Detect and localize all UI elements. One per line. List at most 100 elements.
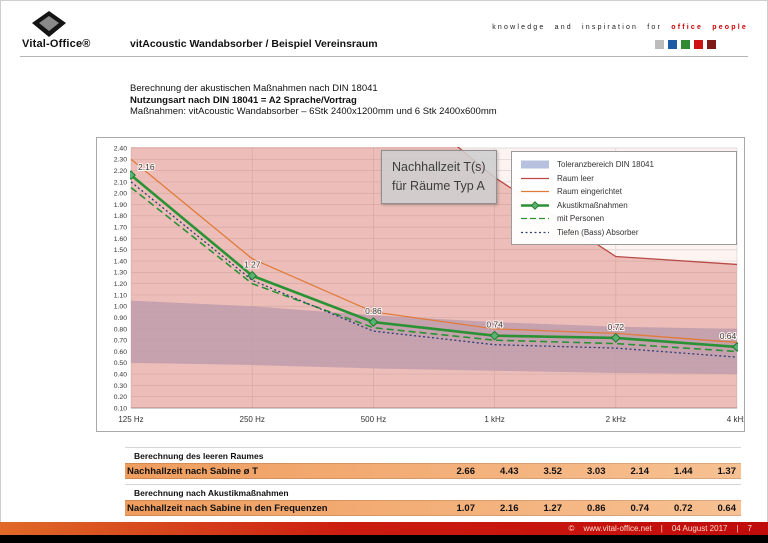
value-cell: 4.43 — [500, 465, 519, 477]
svg-text:0.64: 0.64 — [720, 331, 737, 341]
svg-text:2.10: 2.10 — [114, 179, 127, 186]
value-cell: 1.07 — [456, 502, 476, 514]
results-tables: Berechnung des leeren Raumes Nachhallzei… — [125, 447, 741, 516]
brand-square — [655, 40, 664, 49]
intro-line-1: Berechnung der akustischen Maßnahmen nac… — [130, 83, 378, 94]
svg-text:1.60: 1.60 — [114, 236, 127, 243]
value-cell: 0.72 — [674, 502, 693, 514]
footer-black-bar — [0, 535, 768, 543]
svg-text:1.50: 1.50 — [114, 247, 127, 254]
intro-text: Berechnung der akustischen Maßnahmen nac… — [130, 83, 497, 118]
page-title: vitAcoustic Wandabsorber / Beispiel Vere… — [130, 38, 378, 50]
svg-text:0.74: 0.74 — [486, 320, 503, 330]
tagline-accent-text: office people — [671, 24, 748, 31]
svg-text:250 Hz: 250 Hz — [240, 415, 265, 424]
svg-text:4 kHz: 4 kHz — [727, 415, 744, 424]
legend-label: Raum eingerichtet — [557, 187, 622, 197]
vital-office-logo-icon — [32, 11, 66, 37]
legend-item: Raum eingerichtet — [520, 185, 728, 199]
svg-text:0.30: 0.30 — [114, 383, 127, 390]
legend-swatch-icon — [521, 177, 549, 179]
value-cell: 2.66 — [456, 465, 476, 477]
legend-swatch-icon — [521, 160, 549, 169]
svg-text:0.40: 0.40 — [114, 371, 127, 378]
value-cell: 1.27 — [543, 502, 563, 514]
svg-text:0.70: 0.70 — [114, 338, 127, 345]
footer-bar: © www.vital-office.net | 04 August 2017 … — [0, 522, 768, 535]
svg-text:2.30: 2.30 — [114, 157, 127, 164]
legend-label: Toleranzbereich DIN 18041 — [557, 160, 654, 170]
table-section-title-measures: Berechnung nach Akustikmaßnahmen — [125, 484, 741, 500]
svg-text:1.30: 1.30 — [114, 270, 127, 277]
tagline-plain-text: knowledge and inspiration for — [492, 24, 663, 31]
value-cell: 3.03 — [587, 465, 606, 477]
value-cell: 2.14 — [630, 465, 650, 477]
legend-label: Tiefen (Bass) Absorber — [557, 227, 639, 237]
chart-title-line-1: Nachhallzeit T(s) — [392, 160, 486, 174]
legend-item: mit Personen — [520, 212, 728, 226]
intro-line-3: Maßnahmen: vitAcoustic Wandabsorber – 6S… — [130, 106, 497, 117]
table-row-sabine-frequencies: Nachhallzeit nach Sabine in den Frequenz… — [125, 500, 741, 516]
header-divider — [20, 56, 748, 57]
svg-text:1.20: 1.20 — [114, 281, 127, 288]
svg-text:125 Hz: 125 Hz — [118, 415, 143, 424]
footer-date: 04 August 2017 — [671, 524, 728, 533]
svg-text:1.10: 1.10 — [114, 292, 127, 299]
svg-text:1 kHz: 1 kHz — [484, 415, 504, 424]
tagline: knowledge and inspiration for office peo… — [492, 24, 748, 31]
svg-text:1.70: 1.70 — [114, 225, 127, 232]
legend-item: Toleranzbereich DIN 18041 — [520, 158, 728, 172]
chart-title: Nachhallzeit T(s) für Räume Typ A — [381, 150, 497, 204]
svg-text:1.27: 1.27 — [244, 260, 261, 270]
brand-color-squares — [655, 40, 716, 49]
svg-text:0.90: 0.90 — [114, 315, 127, 322]
svg-text:2.00: 2.00 — [114, 191, 127, 198]
table-row-sabine-empty: Nachhallzeit nach Sabine ø T 2.66 4.43 3.5… — [125, 463, 741, 479]
legend-swatch-icon — [521, 231, 549, 233]
footer-separator: | — [736, 524, 739, 533]
svg-text:2 kHz: 2 kHz — [606, 415, 626, 424]
value-cell: 2.16 — [500, 502, 519, 514]
svg-text:1.40: 1.40 — [114, 258, 127, 265]
intro-line-2: Nutzungsart nach DIN 18041 = A2 Sprache/… — [130, 94, 357, 106]
logo-text: Vital-Office® — [22, 38, 91, 50]
svg-text:500 Hz: 500 Hz — [361, 415, 386, 424]
svg-text:0.10: 0.10 — [114, 405, 127, 412]
legend-swatch-icon — [521, 191, 549, 193]
legend-item: Akustikmaßnahmen — [520, 199, 728, 213]
svg-text:0.80: 0.80 — [114, 326, 127, 333]
svg-text:0.72: 0.72 — [608, 322, 625, 332]
legend-swatch-icon — [521, 218, 549, 220]
legend-item: Raum leer — [520, 172, 728, 186]
brand-square — [681, 40, 690, 49]
svg-text:0.86: 0.86 — [365, 306, 382, 316]
svg-text:2.40: 2.40 — [114, 145, 127, 152]
chart-container: 0.10 0.20 0.30 0.40 0.50 0.60 0.70 0.80 0.90 1.00… — [96, 137, 745, 432]
svg-text:1.90: 1.90 — [114, 202, 127, 209]
svg-text:1.80: 1.80 — [114, 213, 127, 220]
reverberation-time-chart: 0.10 0.20 0.30 0.40 0.50 0.60 0.70 0.80 0.90 1.00… — [114, 145, 744, 424]
svg-text:0.20: 0.20 — [114, 394, 127, 401]
legend-swatch-icon — [521, 200, 549, 210]
chart-title-line-2: für Räume Typ A — [392, 178, 485, 193]
footer-site-link[interactable]: www.vital-office.net — [583, 524, 652, 533]
table-row-values: 2.66 4.43 3.52 3.03 2.14 1.44 1.37 — [437, 466, 742, 477]
legend-label: Akustikmaßnahmen — [557, 200, 628, 210]
chart-legend: Toleranzbereich DIN 18041 Raum leer Raum e… — [511, 151, 737, 245]
svg-text:2.20: 2.20 — [114, 168, 127, 175]
table-row-label: Nachhallzeit nach Sabine ø T — [127, 465, 258, 477]
value-cell: 1.37 — [717, 465, 737, 477]
svg-text:0.60: 0.60 — [114, 349, 127, 356]
value-cell: 1.44 — [674, 465, 693, 477]
brand-square — [668, 40, 677, 49]
legend-item: Tiefen (Bass) Absorber — [520, 226, 728, 240]
copyright-symbol: © — [568, 524, 575, 533]
table-row-label: Nachhallzeit nach Sabine in den Frequenz… — [127, 502, 328, 514]
value-cell: 3.52 — [543, 465, 563, 477]
value-cell: 0.74 — [630, 502, 650, 514]
value-cell: 0.86 — [587, 502, 606, 514]
footer-separator: | — [660, 524, 663, 533]
table-row-values: 1.07 2.16 1.27 0.86 0.74 0.72 0.64 — [437, 503, 742, 514]
logo-block: Vital-Office® — [22, 11, 118, 50]
svg-text:1.00: 1.00 — [114, 304, 127, 311]
